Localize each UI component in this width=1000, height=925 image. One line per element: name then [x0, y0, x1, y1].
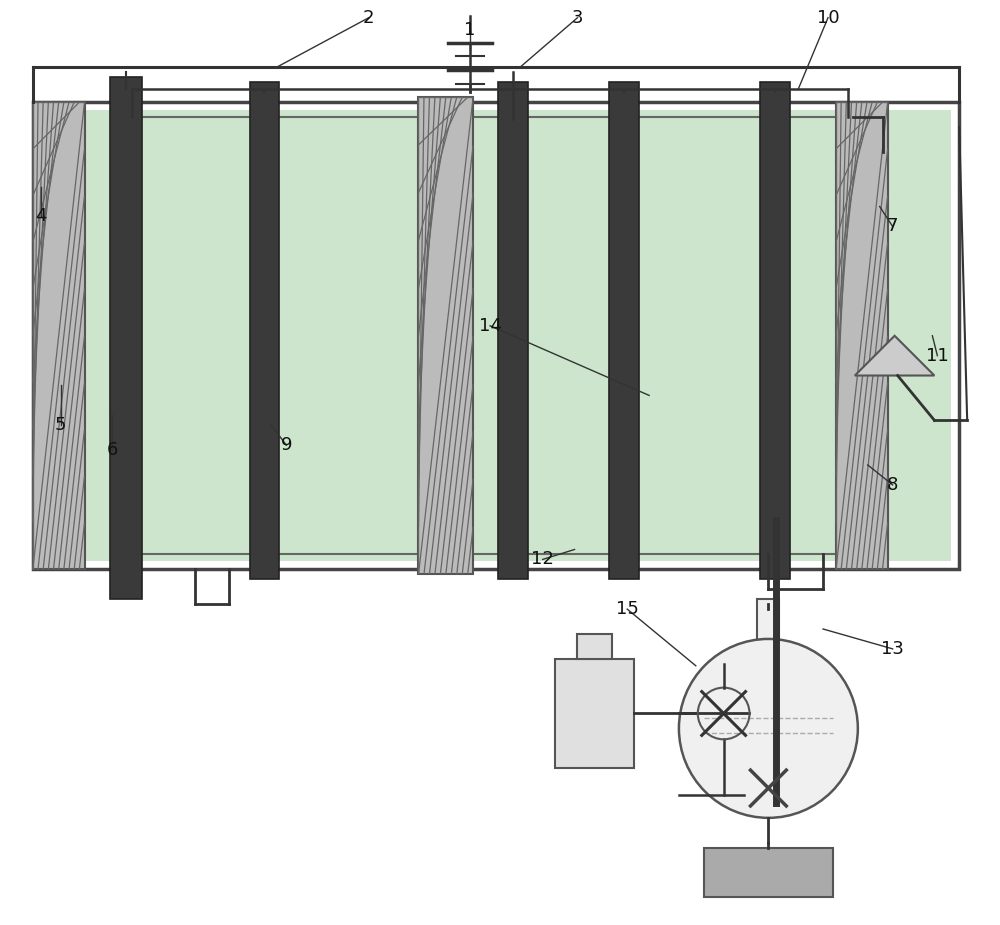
Bar [757, 599, 779, 648]
Text: 3: 3 [572, 8, 583, 27]
Text: 5: 5 [55, 416, 66, 434]
Text: 10: 10 [817, 8, 839, 27]
Bar [836, 102, 888, 570]
Bar [33, 102, 959, 570]
Text: 6: 6 [107, 441, 118, 459]
Bar [609, 82, 639, 579]
Text: 1: 1 [464, 20, 476, 39]
Polygon shape [855, 336, 934, 376]
Bar [110, 78, 142, 599]
Text: 4: 4 [35, 207, 47, 226]
Text: 2: 2 [363, 8, 375, 27]
Bar [704, 847, 833, 897]
Bar [33, 102, 85, 570]
Bar [555, 659, 634, 768]
Text: 12: 12 [531, 550, 554, 569]
Text: 13: 13 [881, 640, 904, 658]
Text: 8: 8 [887, 475, 898, 494]
Bar [577, 634, 612, 659]
Text: 15: 15 [616, 600, 639, 618]
Text: 14: 14 [479, 317, 501, 335]
Bar [760, 82, 790, 579]
Bar [250, 82, 279, 579]
Bar [498, 82, 528, 579]
Bar [41, 110, 951, 561]
Text: 11: 11 [926, 347, 949, 364]
Text: 9: 9 [281, 436, 292, 454]
Circle shape [679, 639, 858, 818]
Text: 7: 7 [887, 217, 898, 236]
Bar [418, 97, 473, 574]
Bar [132, 117, 848, 554]
